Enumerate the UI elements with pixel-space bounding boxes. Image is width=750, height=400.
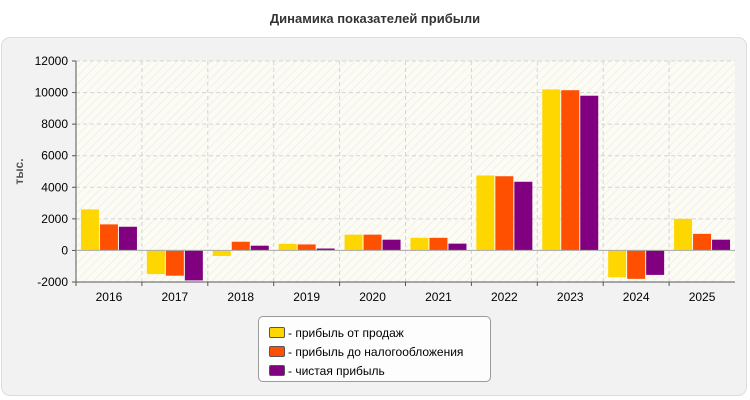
- x-tick-labels: 2016 2017 2018 2019 2020 2021 2022 2023 2024 2025: [96, 290, 716, 304]
- y-tick-label: 2000: [41, 212, 68, 226]
- bar-2020-series-1: [344, 234, 363, 251]
- x-tick-label-2022: 2022: [491, 290, 518, 304]
- legend-item-2: - прибыль до налогообложения: [269, 342, 490, 361]
- legend: - прибыль от продаж - прибыль до налогооб…: [258, 316, 491, 382]
- bar-2022-series-3: [514, 181, 533, 251]
- plot-area: [76, 61, 735, 282]
- y-tick-label: 10000: [35, 86, 69, 100]
- x-tick-label-2018: 2018: [227, 290, 254, 304]
- bar-2022-series-1: [476, 175, 495, 251]
- bar-2019-series-2: [297, 244, 316, 251]
- bar-2023-series-1: [542, 89, 561, 251]
- bars: [80, 89, 731, 281]
- bar-2023-series-3: [580, 95, 599, 251]
- y-tick-label: 12000: [35, 54, 69, 68]
- bar-2019-series-1: [278, 243, 297, 251]
- x-tick-label-2025: 2025: [689, 290, 716, 304]
- bar-2018-series-1: [212, 250, 231, 256]
- bar-2020-series-3: [382, 239, 401, 251]
- y-tick-label: -2000: [37, 275, 68, 289]
- bar-2022-series-2: [495, 176, 514, 251]
- bar-2016-series-1: [80, 209, 99, 251]
- y-tick-label: 4000: [41, 180, 68, 194]
- x-tick-label-2024: 2024: [623, 290, 650, 304]
- bar-2017-series-1: [146, 250, 165, 275]
- bar-2016-series-2: [99, 224, 118, 251]
- x-tick-label-2020: 2020: [359, 290, 386, 304]
- bar-2021-series-2: [429, 237, 448, 251]
- legend-swatch: [269, 327, 285, 338]
- x-tick-label-2023: 2023: [557, 290, 584, 304]
- bar-2024-series-3: [646, 250, 665, 275]
- bar-2020-series-2: [363, 234, 382, 251]
- bar-2024-series-1: [608, 250, 627, 278]
- bar-2016-series-3: [118, 226, 137, 251]
- bar-2023-series-2: [561, 90, 580, 251]
- bar-2025-series-3: [712, 239, 731, 251]
- legend-item-3: - чистая прибыль: [269, 361, 490, 380]
- x-tick-label-2021: 2021: [425, 290, 452, 304]
- legend-swatch: [269, 346, 285, 357]
- legend-item-1: - прибыль от продаж: [269, 323, 490, 342]
- x-tick-label-2017: 2017: [161, 290, 188, 304]
- y-tick-labels: -2000 0 2000 4000 6000 8000 10000 12000: [35, 54, 69, 289]
- y-tick-label: 6000: [41, 149, 68, 163]
- y-axis-label: тыс.: [12, 158, 26, 184]
- bar-2025-series-2: [693, 233, 712, 251]
- legend-label: - прибыль до налогообложения: [288, 344, 464, 359]
- y-tick-label: 8000: [41, 117, 68, 131]
- x-tick-label-2016: 2016: [96, 290, 123, 304]
- chart-title: Динамика показателей прибыли: [269, 11, 481, 26]
- bar-2018-series-2: [231, 241, 250, 251]
- axes: [72, 60, 735, 286]
- grid-lines: [76, 60, 735, 282]
- x-tick-label-2019: 2019: [293, 290, 320, 304]
- bar-2019-series-3: [316, 248, 335, 251]
- bar-2021-series-3: [448, 243, 467, 251]
- bar-2025-series-1: [674, 218, 693, 251]
- y-tick-label: 0: [61, 243, 68, 257]
- legend-label: - прибыль от продаж: [288, 325, 404, 340]
- bar-2021-series-1: [410, 237, 429, 251]
- bar-2024-series-2: [627, 250, 646, 279]
- legend-label: - чистая прибыль: [288, 363, 385, 378]
- bar-2017-series-2: [165, 250, 184, 276]
- legend-swatch: [269, 365, 285, 376]
- bar-2017-series-3: [184, 250, 203, 281]
- bar-2018-series-3: [250, 245, 269, 251]
